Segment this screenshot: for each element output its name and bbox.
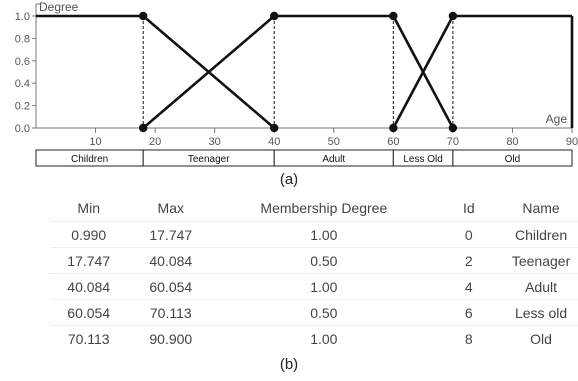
table-cell: 17.747 xyxy=(127,221,215,248)
category-band xyxy=(452,149,573,167)
data-point xyxy=(139,123,148,133)
table-header-cell: Min xyxy=(77,200,100,216)
table-header-cell: Name xyxy=(522,200,560,216)
table-cell: 70.113 xyxy=(50,325,128,351)
membership-series-line xyxy=(142,14,455,129)
x-tick-label: 50 xyxy=(328,136,340,148)
table-row: 40.084 60.054 1.00 4 Adult xyxy=(50,273,578,300)
table-header-cell: Max xyxy=(157,200,184,216)
table-cell: 60.054 xyxy=(50,299,128,326)
membership-series-line xyxy=(36,14,276,129)
y-tick-label: 0.4 xyxy=(15,78,30,90)
table-cell: Less old xyxy=(504,299,578,326)
table-cell: 6 xyxy=(433,299,505,326)
caption-a: (a) xyxy=(279,171,299,188)
y-axis-label: Degree xyxy=(39,0,79,14)
data-point xyxy=(139,11,148,21)
y-tick-label: 0.2 xyxy=(15,101,30,113)
data-point xyxy=(270,123,279,133)
y-tick-label: 0.8 xyxy=(15,33,30,45)
caption-b: (b) xyxy=(279,356,299,373)
x-tick-label: 30 xyxy=(209,136,221,148)
category-band-label: Less Old xyxy=(403,154,442,165)
x-tick-label: 60 xyxy=(387,136,399,148)
membership-chart: 1.0 0.8 0.6 0.4 0.2 0.0 10 20 30 40 50 60 70 80 90 Degr… xyxy=(15,0,578,167)
table-row: 0.990 17.747 1.00 0 Children xyxy=(50,221,578,248)
x-tick-label: 40 xyxy=(268,136,280,148)
table-cell: 1.00 xyxy=(214,273,434,300)
table-cell: 8 xyxy=(433,325,505,351)
table-cell: 40.084 xyxy=(127,247,215,274)
category-band-label: Teenager xyxy=(188,154,230,165)
y-tick-label: 0.0 xyxy=(15,123,30,135)
x-tick-label: 20 xyxy=(149,136,161,148)
table-cell: Adult xyxy=(504,273,578,300)
table-row: 60.054 70.113 0.50 6 Less old xyxy=(50,299,578,326)
x-tick-label: 80 xyxy=(506,136,518,148)
table-cell: 40.084 xyxy=(50,273,128,300)
table-header-cell: Id xyxy=(462,200,475,216)
category-band-label: Children xyxy=(71,154,108,165)
table-cell: 2 xyxy=(433,247,505,274)
table-body: 0.990 17.747 1.00 0 Children 17.747 40.084 0.50… xyxy=(50,221,578,351)
y-tick-label: 1.0 xyxy=(15,11,30,23)
data-point xyxy=(389,11,398,21)
table-cell: 17.747 xyxy=(50,247,128,274)
table-cell: 1.00 xyxy=(214,325,434,351)
table-cell: Teenager xyxy=(504,247,578,274)
membership-table: Min Max Membership Degree Id Name 0.990 17.74… xyxy=(50,195,578,351)
data-point xyxy=(448,123,458,133)
table-cell: 90.900 xyxy=(127,325,215,351)
table-cell: 0.50 xyxy=(214,247,434,274)
table-cell: 0.50 xyxy=(214,299,434,326)
x-tick-label: 70 xyxy=(447,136,459,148)
table-header-row: Min Max Membership Degree Id Name xyxy=(50,195,578,222)
x-axis-label: Age xyxy=(546,112,568,126)
category-band-label: Old xyxy=(505,154,521,165)
category-band-label: Adult xyxy=(322,154,345,165)
table-row: 70.113 90.900 1.00 8 Old xyxy=(50,325,578,351)
table-cell: Children xyxy=(504,221,578,248)
table-row: 17.747 40.084 0.50 2 Teenager xyxy=(50,247,578,274)
table-cell: 4 xyxy=(433,273,505,300)
data-point xyxy=(448,11,458,21)
table-cell: 0 xyxy=(433,221,505,248)
y-tick-label: 0.6 xyxy=(15,56,30,68)
table-cell: 0.990 xyxy=(50,221,128,248)
x-tick-label: 10 xyxy=(89,136,101,148)
table-cell: 60.054 xyxy=(127,273,215,300)
data-point xyxy=(389,123,398,133)
table-cell: Old xyxy=(504,325,578,351)
x-tick-label: 90 xyxy=(566,136,578,148)
table-cell: 70.113 xyxy=(127,299,215,326)
data-point xyxy=(270,11,279,21)
table-cell: 1.00 xyxy=(214,221,434,248)
table-header-cell: Membership Degree xyxy=(260,200,388,216)
